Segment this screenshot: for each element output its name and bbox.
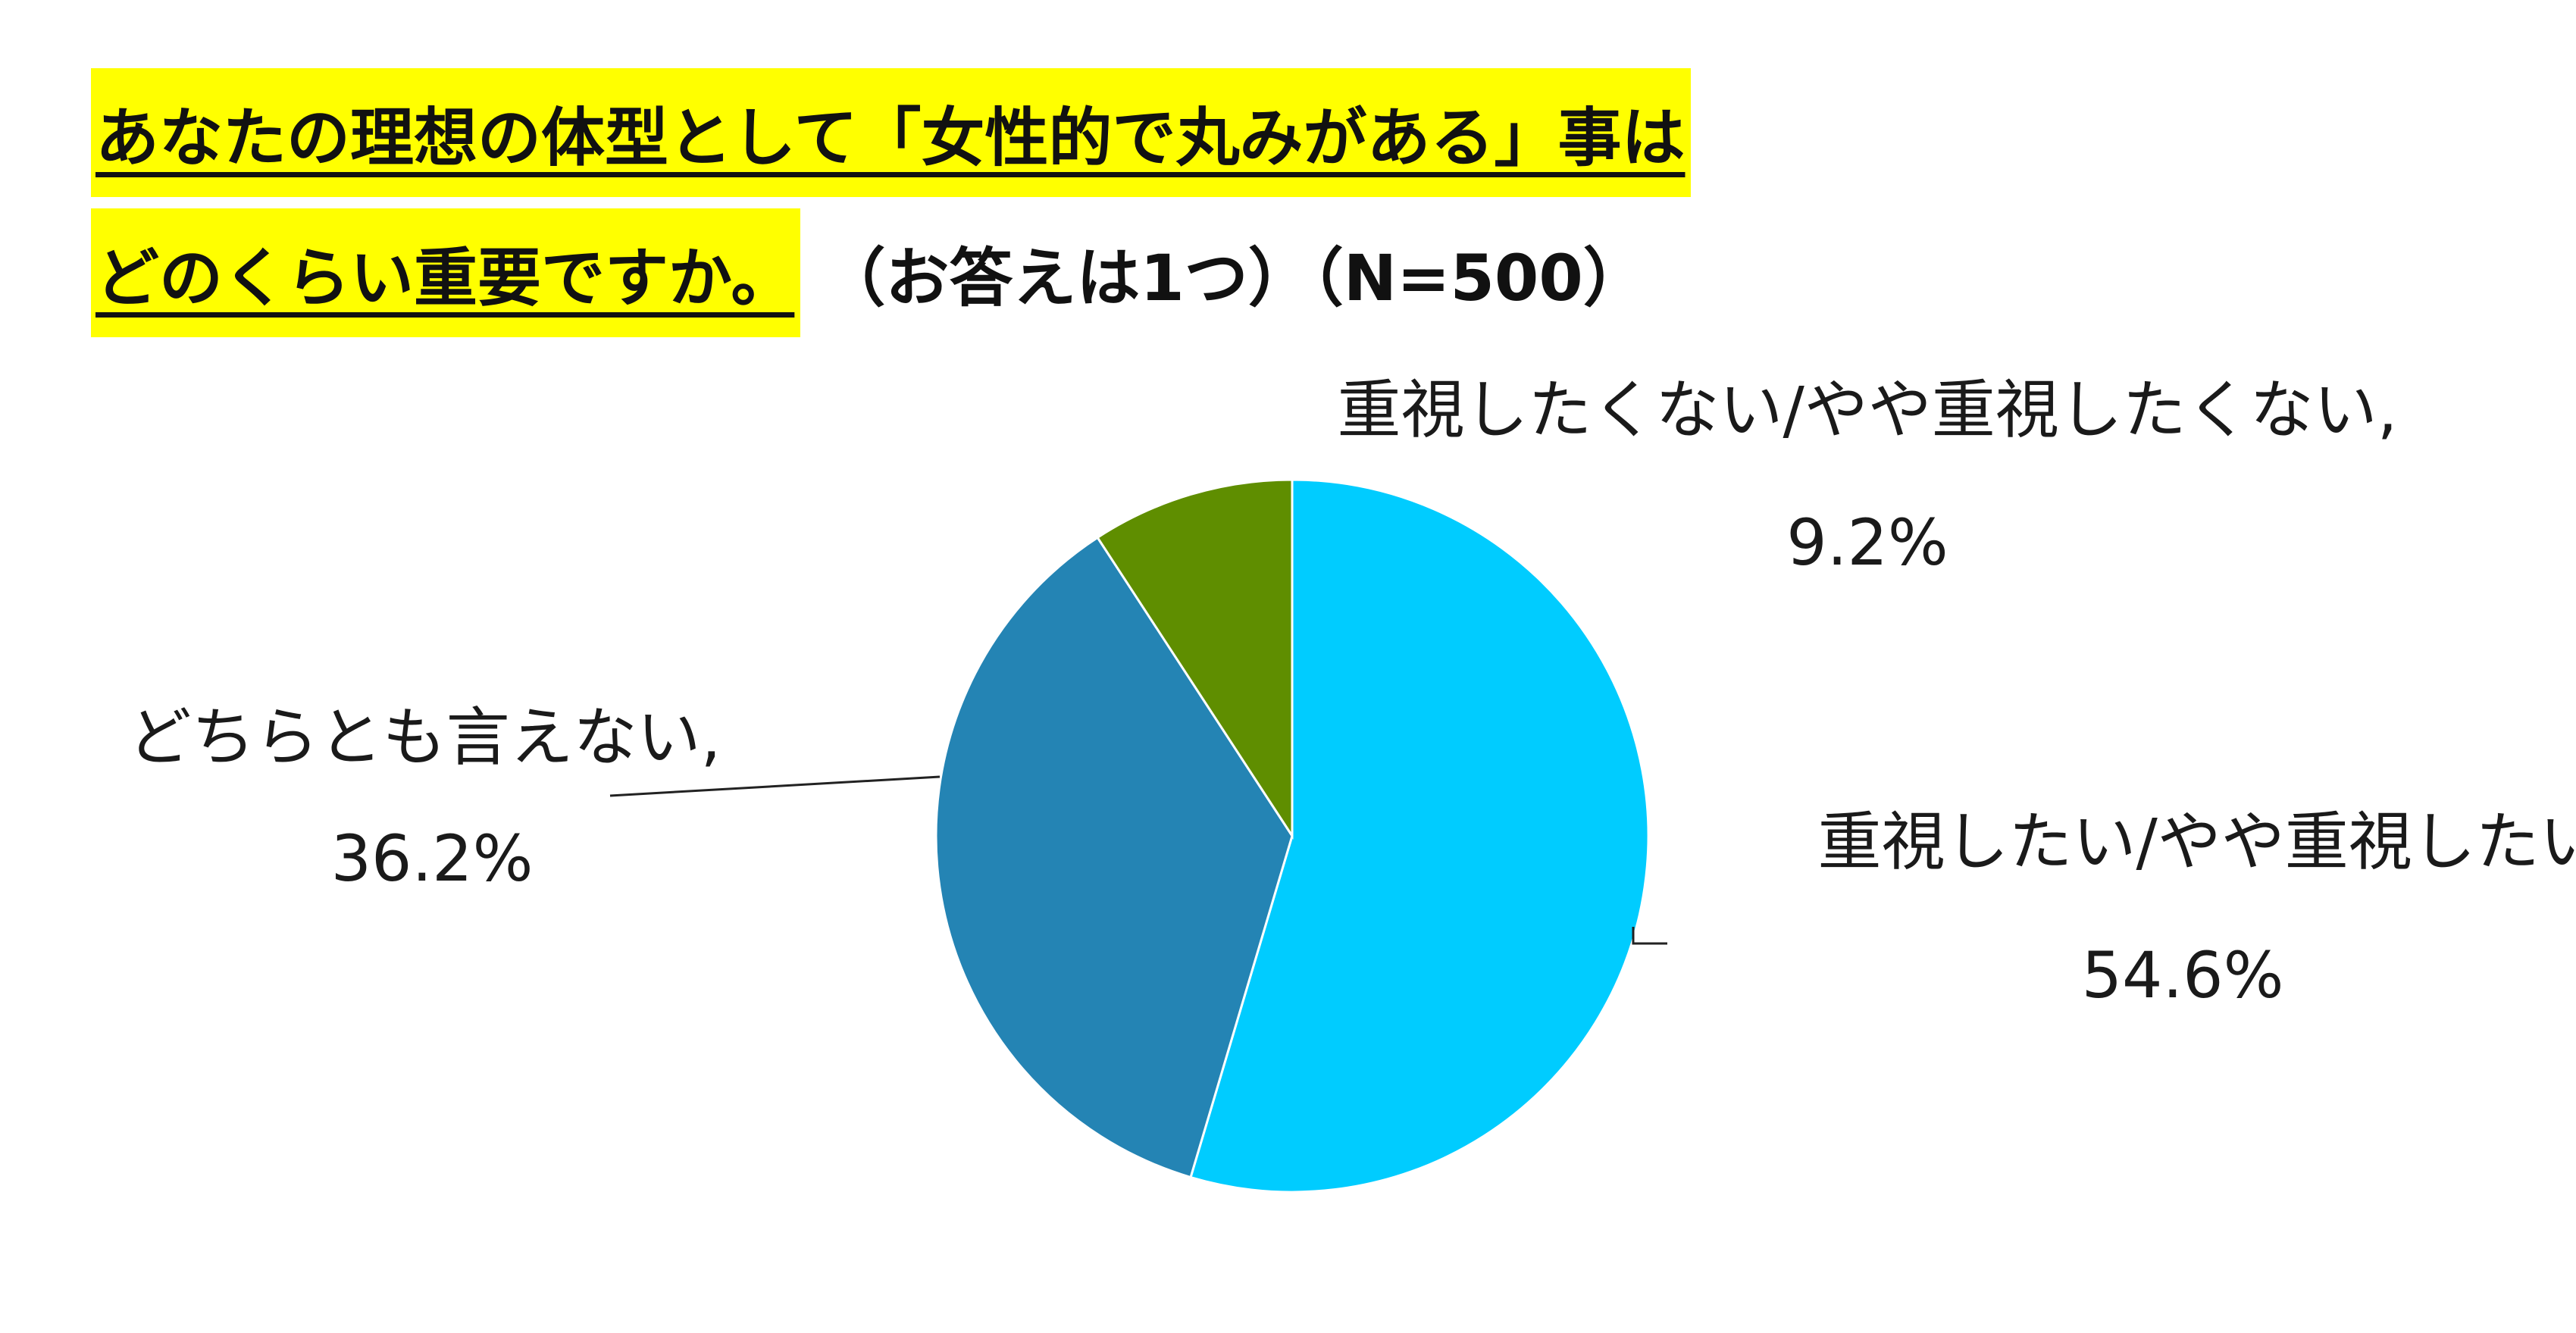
- pie-slice-0: [1189, 478, 1650, 1194]
- leader-line-0: [1632, 927, 1667, 945]
- slice-label-value-1: 36.2%: [331, 821, 534, 896]
- chart-title-highlight-2: どのくらい重要ですか。: [91, 208, 801, 337]
- slice-label-name-2: 重視したくない/やや重視したくない,: [1337, 373, 2397, 447]
- slice-label-value-0: 54.6%: [2082, 938, 2284, 1012]
- pie-slice-2: [1096, 478, 1294, 840]
- slice-label-name-1: どちらとも言えない,: [128, 700, 721, 774]
- leader-lines: [609, 775, 1667, 945]
- slice-label-name-0: 重視したい/やや重視したい,: [1817, 805, 2576, 879]
- chart-title-line-2: どのくらい重要ですか。 （お答えは1つ）（N=500）: [91, 208, 1647, 337]
- chart-title-line-1: あなたの理想の体型として「女性的で丸みがある」事は: [91, 68, 1692, 197]
- pie-slices: [934, 478, 1650, 1194]
- slice-label-value-2: 9.2%: [1786, 505, 1948, 580]
- chart-subtitle: （お答えは1つ）（N=500）: [822, 240, 1647, 315]
- leader-line-1: [609, 775, 941, 797]
- chart-title-highlight-1: あなたの理想の体型として「女性的で丸みがある」事は: [91, 68, 1692, 197]
- pie-slice-1: [934, 536, 1294, 1179]
